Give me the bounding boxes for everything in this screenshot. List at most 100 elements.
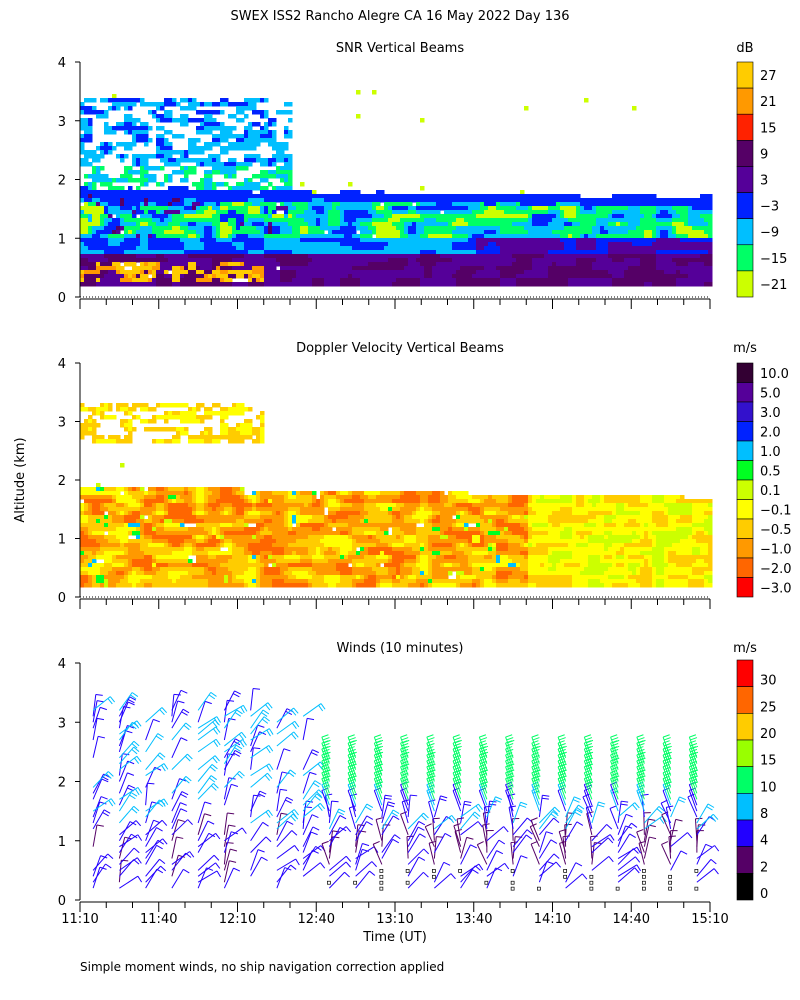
snr-cell bbox=[528, 218, 533, 223]
snr-cell bbox=[124, 214, 129, 219]
snr-cell bbox=[132, 102, 137, 107]
snr-cell bbox=[232, 226, 237, 231]
snr-cell bbox=[236, 246, 241, 251]
snr-cell bbox=[508, 218, 513, 223]
snr-cell bbox=[556, 222, 561, 227]
snr-cell bbox=[640, 266, 645, 271]
snr-cell bbox=[420, 246, 425, 251]
snr-cell bbox=[164, 146, 169, 151]
doppler-cell bbox=[88, 431, 93, 436]
snr-cell bbox=[116, 194, 121, 199]
snr-cell bbox=[560, 242, 565, 247]
snr-cell bbox=[472, 214, 477, 219]
snr-cell bbox=[256, 250, 261, 255]
snr-cell bbox=[644, 274, 649, 279]
snr-cell bbox=[220, 146, 225, 151]
snr-cell bbox=[128, 202, 133, 207]
snr-cell bbox=[636, 194, 641, 199]
snr-cell bbox=[608, 230, 613, 235]
doppler-cell bbox=[116, 547, 121, 552]
doppler-cell bbox=[164, 519, 169, 524]
snr-cell bbox=[660, 258, 665, 263]
snr-cell bbox=[284, 250, 289, 255]
snr-cell bbox=[144, 202, 149, 207]
snr-cell bbox=[260, 170, 265, 175]
snr-cell bbox=[156, 246, 161, 251]
doppler-cell bbox=[104, 547, 109, 552]
snr-cell bbox=[592, 246, 597, 251]
snr-cell bbox=[388, 230, 393, 235]
doppler-cell bbox=[152, 427, 157, 432]
snr-cell bbox=[272, 158, 277, 163]
snr-cell bbox=[224, 126, 229, 131]
snr-cell bbox=[120, 222, 125, 227]
snr-cell bbox=[156, 106, 161, 111]
doppler-cell bbox=[88, 415, 93, 420]
doppler-cell bbox=[92, 575, 97, 580]
snr-cell bbox=[268, 278, 273, 283]
snr-cell bbox=[428, 278, 433, 283]
doppler-cell bbox=[136, 403, 141, 408]
snr-cell bbox=[416, 194, 421, 199]
doppler-cell bbox=[108, 571, 113, 576]
doppler-cell bbox=[120, 503, 125, 508]
snr-cell bbox=[196, 282, 201, 287]
snr-cell bbox=[632, 274, 637, 279]
snr-cell bbox=[268, 174, 273, 179]
snr-cell bbox=[304, 266, 309, 271]
snr-cell bbox=[696, 238, 701, 243]
snr-cell bbox=[272, 274, 277, 279]
snr-cell bbox=[636, 226, 641, 231]
snr-cell bbox=[220, 218, 225, 223]
snr-cell bbox=[440, 282, 445, 287]
snr-cell bbox=[472, 262, 477, 267]
snr-cell bbox=[444, 210, 449, 215]
doppler-cell bbox=[92, 583, 97, 588]
snr-cell bbox=[504, 210, 509, 215]
snr-cell bbox=[164, 158, 169, 163]
snr-cell bbox=[384, 222, 389, 227]
doppler-cell bbox=[116, 435, 121, 440]
snr-cell bbox=[396, 214, 401, 219]
doppler-cell bbox=[104, 539, 109, 544]
snr-cell bbox=[672, 222, 677, 227]
snr-cell bbox=[464, 246, 469, 251]
snr-cell bbox=[240, 146, 245, 151]
snr-cell bbox=[156, 150, 161, 155]
snr-cell bbox=[260, 226, 265, 231]
snr-cell bbox=[380, 226, 385, 231]
snr-cell bbox=[500, 202, 505, 207]
snr-cell bbox=[152, 174, 157, 179]
snr-cell bbox=[208, 198, 213, 203]
snr-cell bbox=[92, 150, 97, 155]
snr-cell bbox=[668, 230, 673, 235]
snr-cell bbox=[576, 226, 581, 231]
snr-cell bbox=[236, 254, 241, 259]
snr-cell bbox=[452, 282, 457, 287]
snr-cell bbox=[660, 278, 665, 283]
snr-cell bbox=[516, 254, 521, 259]
snr-cell bbox=[92, 154, 97, 159]
snr-cell bbox=[252, 226, 257, 231]
snr-cell bbox=[104, 218, 109, 223]
snr-cell bbox=[564, 278, 569, 283]
snr-cell bbox=[104, 222, 109, 227]
doppler-cell bbox=[152, 407, 157, 412]
snr-cell bbox=[296, 210, 301, 215]
snr-cell bbox=[572, 246, 577, 251]
snr-cell bbox=[556, 282, 561, 287]
doppler-cell bbox=[104, 515, 109, 520]
snr-cell bbox=[88, 174, 93, 179]
snr-cell bbox=[192, 198, 197, 203]
snr-cell bbox=[652, 258, 657, 263]
snr-cell bbox=[260, 126, 265, 131]
snr-cell bbox=[208, 110, 213, 115]
doppler-cell bbox=[124, 507, 129, 512]
snr-cell bbox=[380, 214, 385, 219]
snr-cell bbox=[352, 210, 357, 215]
snr-cell bbox=[180, 158, 185, 163]
snr-cell bbox=[256, 218, 261, 223]
snr-cell bbox=[680, 258, 685, 263]
snr-cell bbox=[476, 226, 481, 231]
snr-cell bbox=[308, 218, 313, 223]
